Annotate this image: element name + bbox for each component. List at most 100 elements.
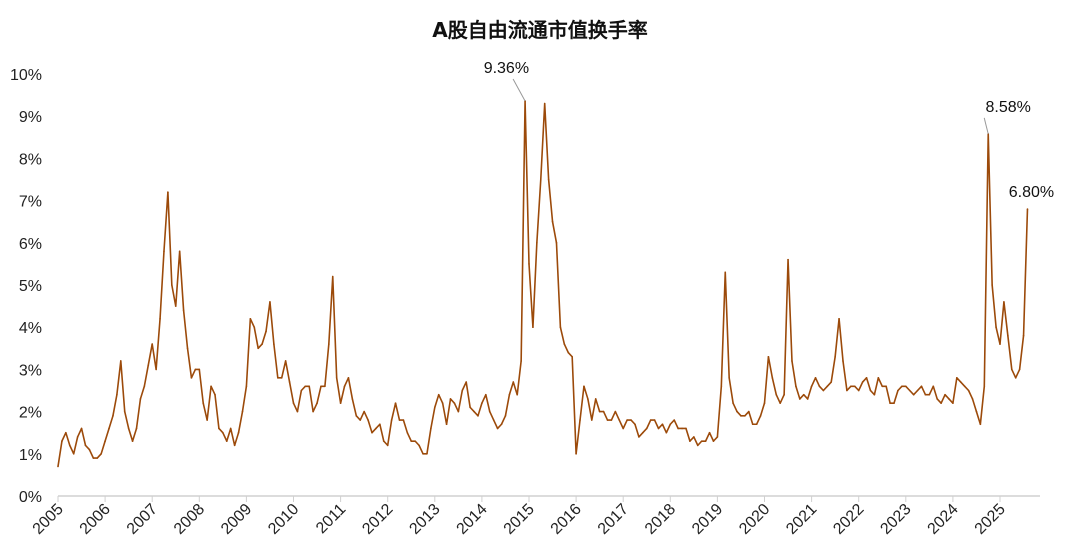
data-point — [999, 343, 1001, 345]
data-point — [190, 377, 193, 379]
data-point — [642, 431, 644, 434]
data-point — [834, 355, 836, 358]
data-point — [359, 419, 362, 421]
data-point — [881, 385, 884, 388]
data-point — [382, 440, 385, 442]
data-point — [186, 347, 189, 350]
y-tick-label: 4% — [19, 320, 42, 337]
data-point — [912, 393, 915, 396]
data-point — [61, 440, 63, 442]
data-point — [198, 368, 201, 371]
data-point — [139, 398, 142, 400]
annotation-leader-line — [512, 78, 526, 102]
data-point — [693, 436, 695, 438]
data-point — [905, 385, 907, 388]
data-point — [716, 436, 719, 438]
data-point — [375, 427, 377, 430]
data-point — [335, 377, 338, 379]
data-point — [818, 385, 821, 388]
data-point — [312, 410, 314, 413]
data-point — [280, 377, 283, 379]
data-point — [1022, 334, 1025, 337]
data-point — [347, 377, 350, 379]
data-point — [563, 343, 566, 345]
data-point — [853, 385, 856, 388]
data-point — [1007, 334, 1009, 337]
data-point — [748, 410, 750, 413]
data-point — [732, 402, 734, 404]
data-point — [159, 317, 161, 320]
x-tick-label: 2019 — [689, 501, 726, 538]
data-point — [218, 427, 220, 430]
data-point — [402, 419, 405, 421]
data-point — [371, 431, 373, 434]
data-point — [630, 419, 632, 421]
data-point — [681, 427, 683, 430]
data-point — [127, 427, 130, 430]
data-point — [174, 305, 177, 307]
data-point — [728, 377, 730, 379]
data-point — [308, 385, 311, 388]
data-point — [932, 385, 935, 388]
data-point — [210, 385, 212, 388]
data-point — [265, 330, 267, 333]
data-point — [928, 393, 931, 396]
x-tick-label: 2012 — [359, 501, 396, 538]
data-point — [222, 431, 224, 434]
data-point — [889, 402, 891, 404]
data-point — [488, 410, 491, 413]
data-point — [120, 360, 122, 362]
data-point — [610, 419, 613, 421]
data-point — [194, 368, 197, 371]
data-point — [802, 393, 805, 396]
y-tick-label: 7% — [19, 194, 42, 211]
data-point — [689, 440, 691, 442]
data-point — [539, 178, 542, 181]
x-tick-label: 2022 — [830, 501, 867, 538]
data-point — [398, 419, 401, 421]
data-point — [696, 444, 699, 447]
data-point — [386, 444, 389, 447]
data-point — [1026, 208, 1029, 210]
x-tick-label: 2018 — [642, 501, 679, 538]
data-point — [123, 410, 126, 413]
data-point — [555, 242, 558, 244]
data-point — [759, 415, 762, 417]
data-point — [233, 444, 236, 447]
data-point — [826, 385, 829, 388]
data-point — [418, 444, 420, 447]
data-point — [665, 431, 668, 434]
data-point — [171, 284, 173, 286]
data-point — [68, 444, 71, 447]
data-point — [379, 423, 381, 426]
x-tick-label: 2009 — [218, 501, 255, 538]
data-point — [649, 419, 652, 421]
data-point — [587, 398, 589, 400]
data-point — [147, 364, 150, 366]
data-point — [810, 385, 813, 388]
data-point — [504, 415, 507, 417]
data-point — [163, 250, 165, 253]
x-tick-label: 2020 — [736, 501, 773, 538]
data-point — [426, 453, 428, 455]
data-point — [320, 385, 322, 388]
x-tick-label: 2008 — [171, 501, 208, 538]
data-point — [846, 389, 848, 392]
data-point — [626, 419, 628, 421]
data-point — [1018, 368, 1021, 371]
data-point — [673, 419, 676, 421]
data-point — [873, 393, 876, 396]
data-point — [661, 423, 664, 426]
x-tick-label: 2005 — [30, 501, 67, 538]
data-point — [202, 402, 205, 404]
data-point — [112, 415, 114, 417]
data-point — [214, 393, 216, 396]
data-point — [528, 263, 530, 265]
data-point — [449, 398, 452, 400]
annotation-label: 8.58% — [986, 99, 1031, 116]
data-point — [288, 381, 291, 383]
data-point — [496, 427, 499, 430]
data-point — [331, 275, 334, 278]
data-point — [492, 419, 495, 421]
